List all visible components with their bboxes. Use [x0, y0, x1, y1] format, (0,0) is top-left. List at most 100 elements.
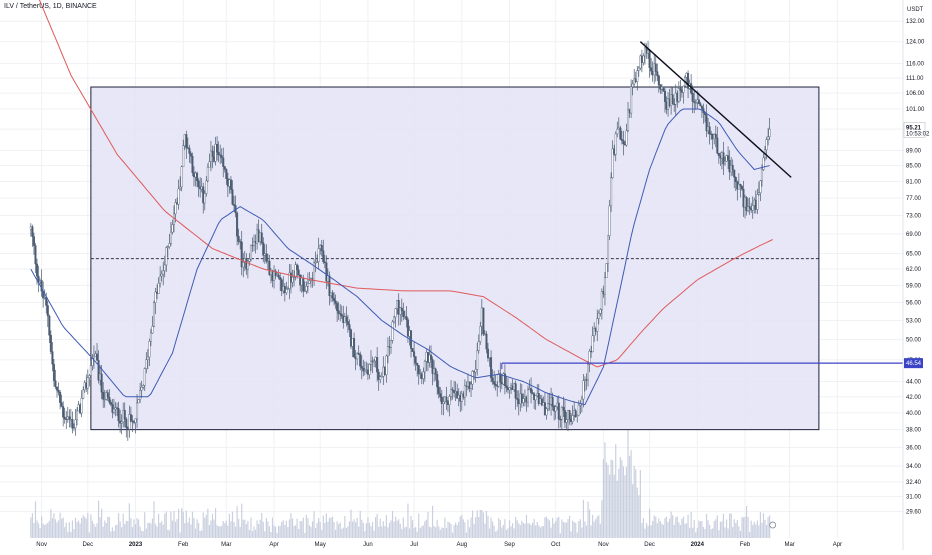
- volume-bar: [530, 524, 532, 538]
- candle-body: [51, 351, 54, 365]
- candle-body: [731, 165, 734, 171]
- candle-body: [220, 155, 223, 159]
- currency-unit-label[interactable]: USDT: [907, 7, 924, 13]
- candle-body: [526, 389, 529, 403]
- volume-bar: [616, 480, 618, 538]
- drawings[interactable]: [501, 41, 903, 529]
- volume-bar: [273, 525, 275, 538]
- candle-body: [277, 274, 280, 278]
- chart-header: ILV / TetherUS, 1D, BINANCE: [4, 3, 97, 10]
- volume-bar: [510, 526, 512, 538]
- volume-bar: [752, 524, 754, 538]
- candle-body: [120, 421, 123, 424]
- volume-bar: [398, 519, 400, 538]
- volume-bar: [561, 519, 563, 538]
- volume-bar: [719, 521, 721, 538]
- candle-body: [522, 398, 525, 403]
- price-tick-label: 69.00: [906, 232, 922, 238]
- volume-bar: [633, 466, 635, 538]
- volume-bar: [356, 517, 358, 538]
- volume-bar: [522, 523, 524, 538]
- candle-body: [431, 359, 434, 374]
- volume-bar: [573, 521, 575, 538]
- volume-bar: [367, 517, 369, 538]
- volume-bar: [47, 522, 49, 538]
- volume-bar: [342, 527, 344, 538]
- volume-bar: [558, 516, 560, 538]
- candle-body: [97, 360, 100, 381]
- volume-bar: [170, 511, 172, 538]
- volume-bar: [345, 528, 347, 538]
- volume-bar: [375, 517, 377, 538]
- volume-bar: [676, 516, 678, 538]
- volume-bar: [136, 517, 138, 538]
- volume-bar: [570, 531, 572, 538]
- volume-bar: [587, 501, 589, 538]
- volume-bar: [158, 513, 160, 538]
- volume-bar: [709, 524, 711, 538]
- price-tick-label: 53.00: [906, 319, 922, 325]
- candle-body: [291, 276, 294, 283]
- volume-bar: [725, 519, 728, 538]
- candle-body: [31, 226, 34, 237]
- volume-bar: [271, 517, 274, 538]
- candle-body: [599, 309, 602, 314]
- candle-body: [559, 418, 562, 421]
- volume-bar: [314, 527, 317, 538]
- candle-body: [233, 204, 236, 206]
- volume-bar: [305, 514, 307, 538]
- volume-bar: [555, 521, 557, 538]
- price-scale[interactable]: 29.60 31.00 32.40 34.00 36.00 38.00 40.00 42.00…: [902, 0, 932, 550]
- volume-bar: [270, 531, 272, 538]
- volume-bar: [171, 520, 174, 538]
- volume-bar: [144, 512, 146, 538]
- candle-body: [86, 377, 89, 389]
- volume-bar: [764, 519, 766, 538]
- interval-label: 1D: [52, 3, 62, 10]
- descending-trendline[interactable]: [639, 41, 792, 178]
- volume-bar: [604, 442, 606, 538]
- price-tick-label: 40.00: [906, 411, 922, 417]
- candle-body: [149, 332, 152, 342]
- volume-bar: [438, 526, 440, 538]
- volume-bar: [678, 522, 680, 538]
- volume-bar: [504, 519, 506, 538]
- volume-bar: [130, 518, 132, 538]
- support-price-badge: [904, 358, 923, 369]
- volume-bar: [444, 517, 446, 538]
- volume-bar: [448, 522, 451, 538]
- candle-body: [654, 63, 657, 72]
- candle-body: [596, 318, 599, 332]
- candle-body: [109, 402, 112, 405]
- volume-bar: [404, 527, 406, 538]
- candle-body: [439, 393, 442, 398]
- time-scale[interactable]: Nov Dec 2023 Feb Mar Apr May Jun Jul Aug Sep Oct Nov…: [36, 542, 842, 548]
- volume-bar: [153, 501, 155, 538]
- volume-bar: [134, 524, 137, 538]
- candle-body: [219, 154, 222, 156]
- candle-body: [463, 385, 466, 398]
- volume-bar: [221, 525, 223, 538]
- volume-bar: [698, 520, 700, 538]
- volume-bar: [241, 503, 243, 538]
- volume-bar: [622, 466, 625, 538]
- candle-body: [262, 242, 265, 256]
- volume-bar: [625, 466, 628, 538]
- volume-bar: [655, 516, 657, 538]
- volume-bar: [419, 527, 421, 538]
- volume-bar: [735, 523, 737, 538]
- volume-bar: [76, 522, 78, 538]
- volume-bar: [290, 513, 292, 538]
- volume-bar: [713, 520, 715, 538]
- volume-bar: [328, 517, 331, 538]
- volume-bar: [408, 528, 411, 538]
- volume-bar: [96, 523, 98, 538]
- candle-body: [470, 383, 473, 389]
- volume-bar: [762, 513, 765, 538]
- volume-bar: [368, 522, 371, 538]
- volume-bar: [730, 513, 732, 538]
- candle-body: [600, 291, 603, 310]
- event-marker-icon[interactable]: [769, 521, 777, 529]
